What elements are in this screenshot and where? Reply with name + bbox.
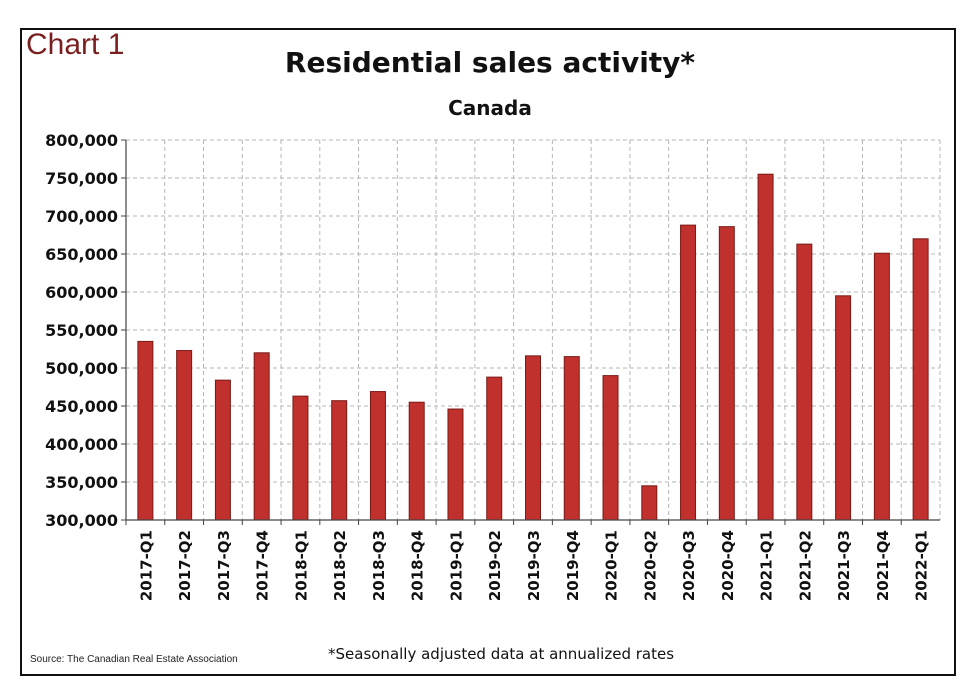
chart-number-label: Chart 1 — [26, 28, 125, 61]
y-tick-label: 550,000 — [45, 321, 118, 340]
source-note: Source: The Canadian Real Estate Associa… — [30, 654, 238, 665]
bar — [176, 350, 193, 521]
y-tick-label: 300,000 — [45, 511, 118, 530]
bar — [486, 376, 503, 521]
bar — [641, 485, 658, 521]
x-tick-label: 2021-Q2 — [796, 530, 814, 601]
chart-title: Residential sales activity* — [284, 46, 696, 79]
x-tick-label: 2020-Q2 — [641, 530, 659, 601]
x-tick-label: 2019-Q3 — [525, 530, 543, 601]
x-tick-label: 2019-Q2 — [486, 530, 504, 601]
y-tick-label: 650,000 — [45, 245, 118, 264]
bar — [214, 379, 231, 521]
bar — [602, 375, 619, 521]
bar — [525, 355, 541, 521]
x-tick-label: 2017-Q1 — [137, 530, 155, 601]
y-tick-label: 800,000 — [45, 131, 118, 150]
x-tick-label: 2019-Q1 — [447, 530, 465, 601]
bar — [331, 400, 348, 521]
x-tick-label: 2018-Q1 — [292, 530, 310, 601]
x-tick-label: 2018-Q4 — [409, 530, 427, 601]
bar — [757, 173, 774, 521]
bar — [292, 395, 309, 521]
bar — [563, 356, 580, 521]
bar — [408, 401, 425, 521]
bar — [680, 224, 697, 521]
x-tick-label: 2017-Q4 — [254, 530, 272, 601]
y-tick-label: 450,000 — [45, 397, 118, 416]
x-tick-label: 2017-Q3 — [215, 530, 233, 601]
bar — [873, 252, 890, 521]
y-tick-label: 500,000 — [45, 359, 118, 378]
x-tick-label: 2019-Q4 — [564, 530, 582, 601]
bar — [253, 352, 270, 521]
x-tick-label: 2022-Q1 — [913, 530, 931, 601]
y-tick-label: 700,000 — [45, 207, 118, 226]
x-tick-label: 2017-Q2 — [176, 530, 194, 601]
x-tick-label: 2021-Q4 — [874, 530, 892, 601]
x-tick-label: 2021-Q1 — [758, 530, 776, 601]
y-tick-label: 750,000 — [45, 169, 118, 188]
footnote: *Seasonally adjusted data at annualized … — [328, 645, 675, 663]
bar — [718, 226, 735, 521]
y-tick-label: 350,000 — [45, 473, 118, 492]
x-tick-label: 2018-Q2 — [331, 530, 349, 601]
x-tick-label: 2021-Q3 — [835, 530, 853, 601]
x-tick-label: 2018-Q3 — [370, 530, 388, 601]
bar — [912, 238, 929, 521]
y-tick-label: 400,000 — [45, 435, 118, 454]
chart-subtitle: Canada — [448, 96, 532, 120]
bar — [835, 295, 852, 521]
bar — [796, 243, 813, 521]
bar — [369, 391, 386, 521]
bar — [447, 408, 464, 521]
bar — [137, 340, 154, 521]
x-tick-label: 2020-Q3 — [680, 530, 698, 601]
y-tick-label: 600,000 — [45, 283, 118, 302]
x-tick-label: 2020-Q1 — [603, 530, 621, 601]
x-tick-label: 2020-Q4 — [719, 530, 737, 601]
